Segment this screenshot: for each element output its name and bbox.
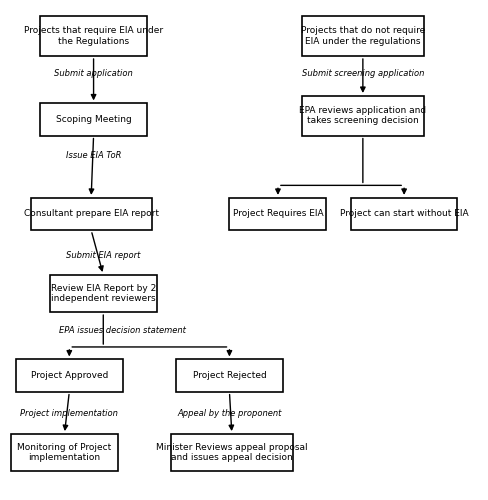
Text: Consultant prepare EIA report: Consultant prepare EIA report: [23, 210, 159, 218]
Text: Submit EIA report: Submit EIA report: [66, 252, 141, 260]
Text: Projects that do not require
EIA under the regulations: Projects that do not require EIA under t…: [301, 26, 425, 46]
FancyBboxPatch shape: [229, 198, 326, 230]
Text: Submit screening application: Submit screening application: [302, 69, 424, 78]
Text: Review EIA Report by 2
independent reviewers: Review EIA Report by 2 independent revie…: [51, 284, 156, 303]
Text: Submit application: Submit application: [54, 69, 133, 78]
Text: Issue EIA ToR: Issue EIA ToR: [66, 151, 122, 160]
FancyBboxPatch shape: [171, 434, 292, 472]
FancyBboxPatch shape: [31, 198, 152, 230]
Text: Project implementation: Project implementation: [20, 408, 118, 418]
Text: EPA reviews application and
takes screening decision: EPA reviews application and takes screen…: [299, 106, 427, 126]
FancyBboxPatch shape: [40, 16, 147, 56]
Text: Monitoring of Project
implementation: Monitoring of Project implementation: [18, 443, 112, 462]
FancyBboxPatch shape: [16, 360, 122, 392]
FancyBboxPatch shape: [176, 360, 283, 392]
Text: Appeal by the proponent: Appeal by the proponent: [177, 408, 282, 418]
Text: Scoping Meeting: Scoping Meeting: [56, 115, 131, 124]
Text: Projects that require EIA under
the Regulations: Projects that require EIA under the Regu…: [24, 26, 163, 46]
FancyBboxPatch shape: [302, 16, 424, 56]
Text: Minister Reviews appeal proposal
and issues appeal decision: Minister Reviews appeal proposal and iss…: [156, 443, 307, 462]
Text: Project can start without EIA: Project can start without EIA: [340, 210, 468, 218]
FancyBboxPatch shape: [302, 96, 424, 136]
FancyBboxPatch shape: [50, 275, 157, 312]
FancyBboxPatch shape: [11, 434, 118, 472]
FancyBboxPatch shape: [351, 198, 457, 230]
Text: EPA issues decision statement: EPA issues decision statement: [59, 326, 186, 335]
Text: Project Requires EIA: Project Requires EIA: [233, 210, 323, 218]
Text: Project Approved: Project Approved: [31, 371, 108, 380]
FancyBboxPatch shape: [40, 104, 147, 136]
Text: Project Rejected: Project Rejected: [193, 371, 266, 380]
